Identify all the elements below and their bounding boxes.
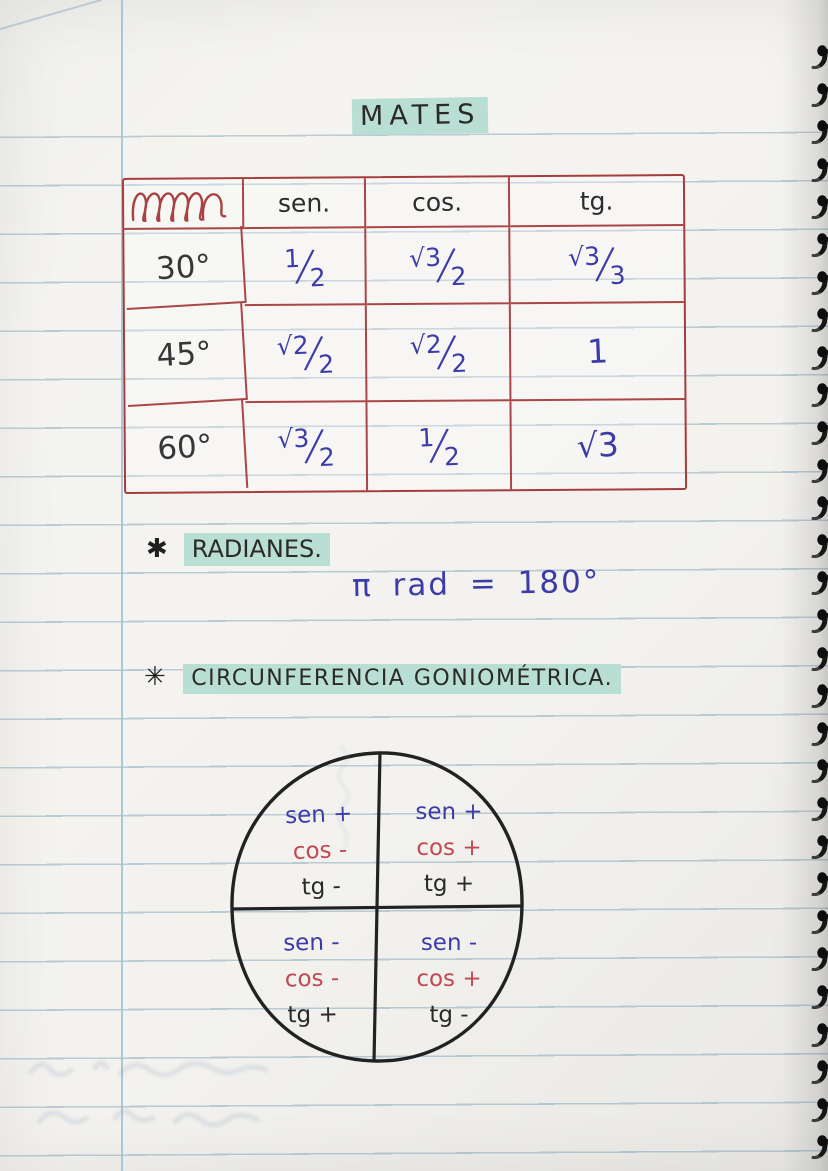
spiral-hook-icon bbox=[811, 310, 828, 335]
spiral-hook-icon bbox=[811, 723, 828, 748]
fraction-value: 1/ bbox=[586, 331, 609, 372]
spiral-hook-icon bbox=[811, 949, 828, 974]
quadrant-line: tg - bbox=[429, 1002, 469, 1028]
corner-rule-fragment bbox=[0, 0, 103, 32]
spiral-hook-icon bbox=[811, 874, 828, 899]
circle-outline bbox=[230, 751, 524, 1063]
margin-line bbox=[121, 0, 123, 1171]
spiral-hook-icon bbox=[811, 235, 828, 259]
spiral-hook-icon bbox=[811, 535, 828, 560]
angle-cell: 30° bbox=[122, 226, 247, 311]
goniometrica-section: ✳ CIRCUNFERENCIA GONIOMÉTRICA. bbox=[144, 662, 622, 694]
spiral-hook-icon bbox=[811, 1137, 828, 1162]
radianes-section: ✱ RADIANES. bbox=[146, 533, 330, 566]
value-cell-cos-30: √3/2 bbox=[366, 227, 511, 306]
fraction-value: √3/3 bbox=[567, 236, 627, 290]
quadrant-line: sen + bbox=[284, 800, 353, 830]
quadrant-line: cos + bbox=[416, 966, 482, 992]
quadrant-line: cos - bbox=[292, 837, 348, 865]
spiral-hook-icon bbox=[811, 761, 828, 786]
quadrant-top-right: sen + cos + tg + bbox=[389, 794, 509, 902]
fraction-value: √3/ bbox=[576, 424, 621, 466]
quadrant-top-left: sen + cos - tg - bbox=[263, 795, 377, 907]
spiral-hook-icon bbox=[811, 648, 828, 673]
fraction-value: 1/2 bbox=[283, 239, 326, 293]
quadrant-line: tg + bbox=[423, 871, 475, 897]
spiral-hook-icon bbox=[811, 84, 828, 109]
spiral-hook-icon bbox=[811, 1024, 828, 1049]
table-header-squiggle-cell bbox=[123, 179, 245, 230]
radians-formula: π rad = 180° bbox=[351, 563, 601, 605]
fraction-value: √2/2 bbox=[275, 325, 335, 379]
column-header-sen: sen. bbox=[243, 178, 367, 230]
bleed-through-mark bbox=[36, 1109, 260, 1128]
value-cell-tg-30: √3/3 bbox=[510, 226, 684, 305]
spiral-binding bbox=[798, 0, 828, 1171]
spiral-hook-icon bbox=[811, 197, 828, 222]
spiral-hook-icon bbox=[811, 611, 828, 635]
quadrant-bottom-left: sen - cos - tg + bbox=[256, 924, 368, 1034]
spiral-hook-icon bbox=[811, 385, 828, 410]
value-cell-cos-60: 1/2 bbox=[367, 401, 513, 491]
quadrant-line: tg + bbox=[287, 1001, 338, 1029]
spiral-hook-icon bbox=[811, 836, 828, 861]
fraction-value: √3/2 bbox=[408, 238, 467, 291]
column-header-tg: tg. bbox=[509, 176, 684, 228]
spiral-hook-icon bbox=[811, 573, 828, 598]
value-cell-sen-60: √3/2 bbox=[245, 402, 369, 492]
quadrant-bottom-right: sen - cos + tg - bbox=[389, 925, 509, 1033]
quadrant-line: sen - bbox=[282, 929, 340, 957]
spiral-hook-icon bbox=[811, 1099, 828, 1124]
asterisk-bullet-icon: ✱ bbox=[146, 534, 168, 564]
spiral-hook-icon bbox=[811, 460, 828, 485]
page-title: MATES bbox=[351, 96, 489, 136]
spiral-hook-icon bbox=[811, 347, 828, 372]
fraction-value: 1/2 bbox=[417, 418, 461, 472]
goniometrica-heading: CIRCUNFERENCIA GONIOMÉTRICA. bbox=[183, 664, 622, 694]
spiral-hook-icon bbox=[811, 1062, 828, 1087]
fraction-value: √2/2 bbox=[408, 325, 468, 378]
value-cell-cos-45: √2/2 bbox=[366, 304, 512, 403]
value-cell-tg-45: 1/ bbox=[510, 303, 685, 402]
spiral-hook-icon bbox=[811, 272, 828, 297]
spiral-hook-icon bbox=[811, 498, 828, 523]
red-squiggle-icon bbox=[131, 192, 227, 222]
value-cell-sen-45: √2/2 bbox=[244, 305, 368, 404]
quadrant-line: sen - bbox=[420, 930, 478, 956]
value-cell-tg-60: √3/ bbox=[511, 400, 685, 489]
spiral-hook-icon bbox=[811, 122, 828, 147]
unit-circle-diagram: sen + cos - tg - sen + cos + tg + sen - … bbox=[221, 747, 533, 1067]
trig-table: sen. cos. tg. 30° 1/2 √3/2 √3/3 45° √2/2… bbox=[121, 174, 688, 496]
spiral-hook-icon bbox=[811, 987, 828, 1011]
spiral-hook-icon bbox=[811, 159, 828, 184]
quadrant-line: sen + bbox=[415, 799, 483, 825]
radianes-heading: RADIANES. bbox=[183, 533, 330, 566]
spiral-hook-icon bbox=[811, 686, 828, 711]
column-header-cos: cos. bbox=[365, 177, 511, 229]
spiral-hook-icon bbox=[811, 423, 828, 447]
spiral-hook-icon bbox=[811, 47, 828, 71]
spiral-hook-icon bbox=[811, 911, 828, 936]
angle-cell: 60° bbox=[123, 400, 249, 496]
angle-cell: 45° bbox=[122, 303, 248, 408]
title-highlight: MATES bbox=[351, 96, 489, 136]
value-cell-sen-30: 1/2 bbox=[244, 228, 367, 307]
fraction-value: √3/2 bbox=[276, 419, 336, 473]
spiral-hook-icon bbox=[811, 799, 828, 823]
asterisk-bullet-icon: ✳ bbox=[144, 662, 168, 692]
quadrant-line: tg - bbox=[301, 873, 342, 901]
quadrant-line: cos - bbox=[284, 965, 340, 993]
quadrant-line: cos + bbox=[416, 835, 482, 861]
